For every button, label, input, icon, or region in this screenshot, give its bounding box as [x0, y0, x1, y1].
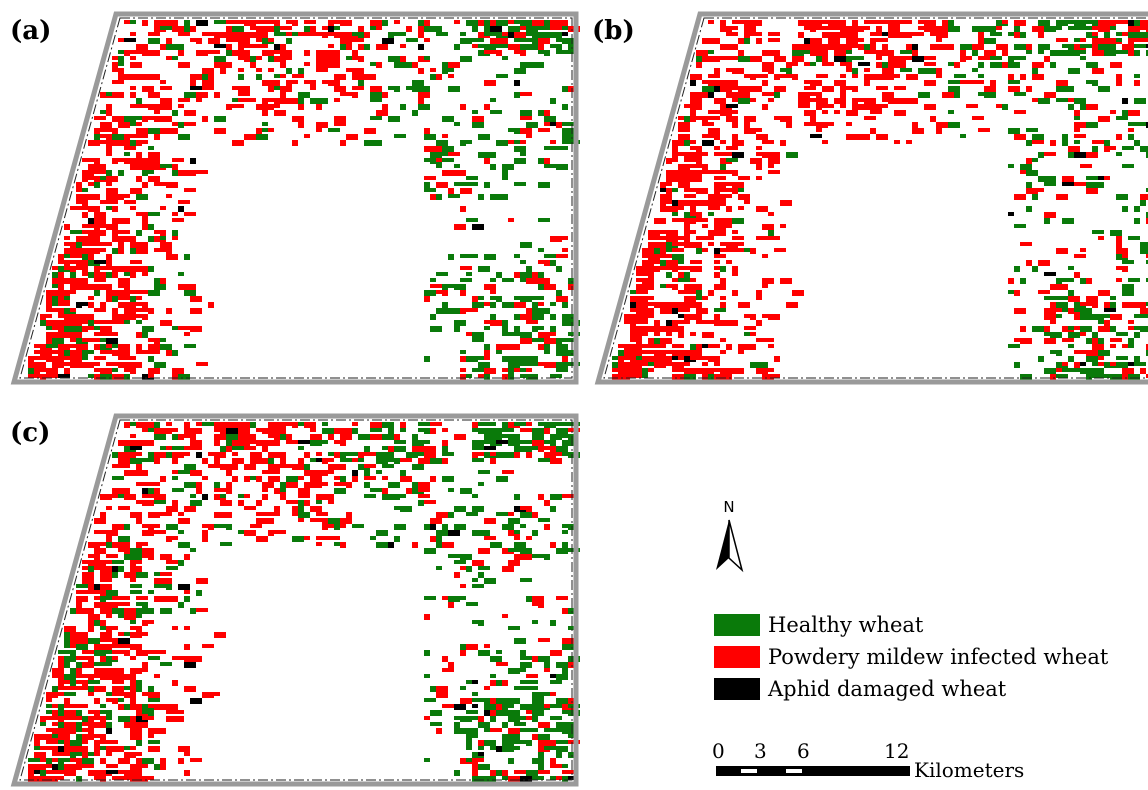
scale-tick-6: 6: [797, 739, 810, 763]
legend-item-aphid: Aphid damaged wheat: [714, 677, 1007, 701]
classification-map-c: [10, 413, 580, 787]
scale-tick-12: 12: [884, 739, 910, 763]
panel-label-b: (b): [592, 16, 635, 46]
panel-label-a: (a): [10, 16, 52, 46]
legend-swatch-healthy: [714, 614, 760, 636]
scale-tick-0: 0: [712, 739, 725, 763]
north-letter: N: [723, 498, 735, 516]
scale-unit-label: Kilometers: [914, 758, 1025, 782]
legend-swatch-powdery-mildew: [714, 646, 760, 668]
scale-tick-3: 3: [754, 739, 767, 763]
legend-label-powdery-mildew: Powdery mildew infected wheat: [768, 645, 1109, 669]
map-frame: [594, 11, 1148, 385]
map-frame: [10, 11, 579, 385]
scale-bar: [716, 766, 910, 776]
classification-map-a: [10, 11, 580, 385]
north-arrow: N: [712, 498, 746, 574]
classification-map-b: [594, 11, 1148, 385]
north-arrow-icon: [716, 519, 744, 573]
map-frame: [10, 413, 579, 787]
legend-label-healthy: Healthy wheat: [768, 613, 924, 637]
legend-item-healthy: Healthy wheat: [714, 613, 924, 637]
panel-label-c: (c): [10, 418, 51, 448]
legend-item-powdery-mildew: Powdery mildew infected wheat: [714, 645, 1109, 669]
legend-swatch-aphid: [714, 678, 760, 700]
legend-label-aphid: Aphid damaged wheat: [768, 677, 1007, 701]
